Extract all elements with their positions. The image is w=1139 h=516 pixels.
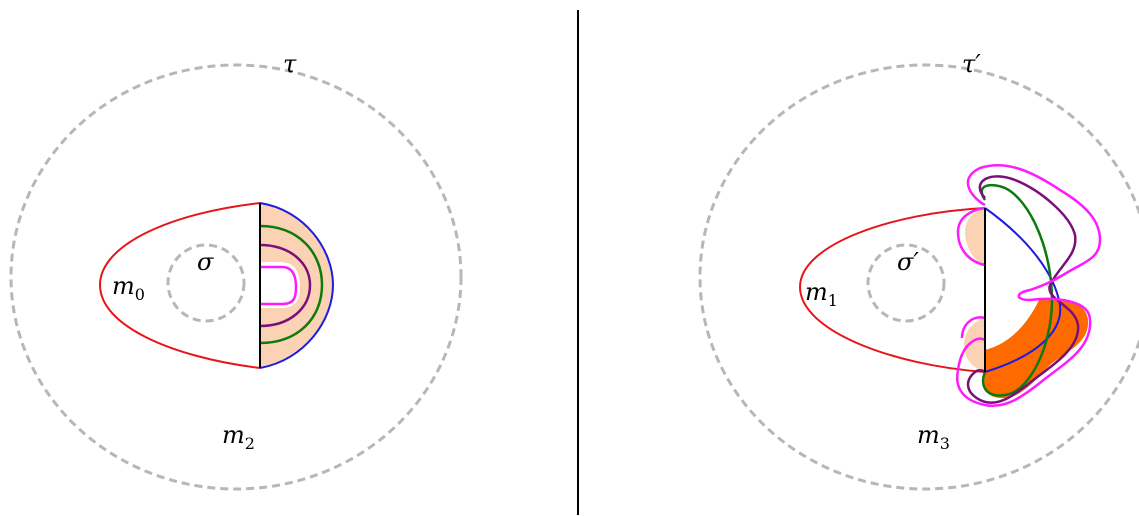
right-magenta-curve	[956, 164, 1102, 408]
right-light-region-bottom	[964, 318, 985, 372]
right-inner-dashed-circle	[866, 243, 946, 323]
right-blue-curve	[984, 207, 1062, 373]
left-purple-curve	[259, 243, 312, 328]
left-region-outer: m2	[222, 421, 255, 453]
right-purple-curve	[966, 175, 1080, 404]
left-region-outer-sub: 2	[245, 434, 255, 453]
right-outer-label: τ′	[962, 50, 981, 78]
left-blue-curve	[259, 202, 335, 369]
right-inner-label: σ′	[897, 248, 919, 276]
left-inner-label: σ	[197, 248, 214, 276]
right-region-inner: m1	[805, 278, 838, 310]
left-inner-dashed-circle	[166, 243, 246, 323]
left-green-curve	[259, 224, 324, 345]
right-outer-dashed-circle	[698, 63, 1139, 491]
left-region-inner-letter: m	[112, 272, 135, 300]
right-region-outer-letter: m	[917, 421, 940, 449]
right-light-region-top	[965, 208, 985, 265]
right-region-outer-sub: 3	[940, 434, 950, 453]
right-region-inner-letter: m	[805, 278, 828, 306]
left-panel: τ σ m0 m2	[9, 50, 463, 491]
left-region-inner-sub: 0	[135, 285, 145, 304]
left-outer-label: τ	[283, 50, 297, 78]
left-region-inner: m0	[112, 272, 145, 304]
right-red-curve	[798, 207, 986, 373]
left-region-outer-letter: m	[222, 421, 245, 449]
right-panel: τ′ σ′ m1 m3	[698, 50, 1139, 491]
right-region-outer: m3	[917, 421, 950, 453]
left-inner-cut	[260, 262, 300, 308]
left-magenta-curve	[260, 265, 298, 306]
left-outer-dashed-circle	[9, 63, 463, 491]
left-red-curve	[98, 202, 261, 369]
right-region-inner-sub: 1	[828, 291, 838, 310]
